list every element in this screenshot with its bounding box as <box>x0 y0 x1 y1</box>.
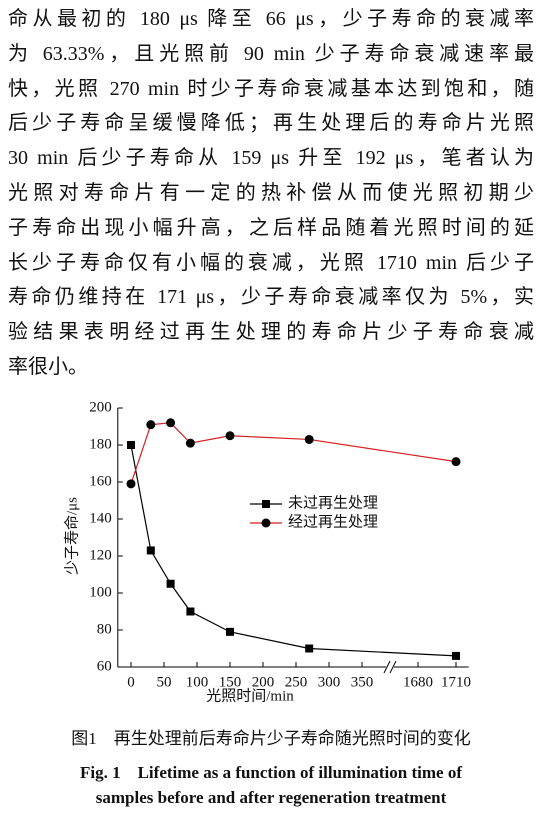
legend-marker <box>262 500 270 508</box>
text-line: 30 min 后少子寿命从 159 μs 升至 192 μs，笔者认为 <box>8 147 534 170</box>
caption-en: samples before and after regeneration tr… <box>95 788 447 807</box>
x-tick-label: 50 <box>157 674 172 690</box>
marker <box>146 420 156 430</box>
x-tick-label: 0 <box>127 674 135 690</box>
text-line: 子寿命出现小幅升高，之后样品随着光照时间的延 <box>8 216 534 239</box>
marker <box>451 457 461 467</box>
axis-break-gap <box>386 663 394 671</box>
y-tick-label: 120 <box>89 547 112 563</box>
y-tick-label: 80 <box>97 621 112 637</box>
y-tick-label: 140 <box>89 510 112 526</box>
x-tick-label: 150 <box>219 674 242 690</box>
text-line: 命从最初的 180 μs 降至 66 μs，少子寿命的衰减率 <box>8 8 534 30</box>
x-tick-label: 300 <box>318 674 341 690</box>
text-line: 光照对寿命片有一定的热补偿从而使光照初期少 <box>8 181 534 204</box>
legend-marker <box>261 518 271 528</box>
series-line <box>130 444 457 657</box>
marker <box>305 644 314 653</box>
text-line: 快，光照 270 min 时少子寿命衰减基本达到饱和，随 <box>8 77 534 100</box>
text-line: 后少子寿命呈缓慢降低；再生处理后的寿命片光照 <box>8 112 534 135</box>
caption-en: Fig. 1 Lifetime as a function of illumin… <box>79 763 462 782</box>
text-line: 寿命仍维持在 171 μs，少子寿命衰减率仅为 5%，实 <box>8 286 534 309</box>
y-tick-label: 180 <box>89 436 112 452</box>
marker <box>126 479 136 489</box>
marker <box>127 441 135 449</box>
x-tick-label: 100 <box>186 674 209 690</box>
legend-label: 经过再生处理 <box>288 513 378 530</box>
x-tick-label: 250 <box>285 674 308 690</box>
series-line <box>130 422 457 485</box>
marker <box>146 546 155 555</box>
text-line: 长少子寿命仅有小幅的衰减，光照 1710 min 后少子 <box>8 251 534 274</box>
marker <box>452 651 460 660</box>
text-line: 为 63.33%，且光照前 90 min 少子寿命衰减速率最 <box>8 42 534 65</box>
paragraph: 命从最初的 180 μs 降至 66 μs，少子寿命的衰减率为 63.33%，且… <box>8 2 534 385</box>
caption-cn: 图1 再生处理前后寿命片少子寿命随光照时间的变化 <box>71 729 471 748</box>
marker <box>225 431 235 441</box>
marker <box>304 434 314 444</box>
text-line: 率很小。 <box>8 355 88 378</box>
y-axis-label: 少子寿命/μs <box>62 497 80 575</box>
axis-break <box>389 660 397 674</box>
x-tick-label: 350 <box>351 674 374 690</box>
x-tick-label: 1710 <box>441 674 471 690</box>
marker <box>166 418 176 428</box>
marker <box>185 438 195 448</box>
y-tick-label: 160 <box>89 473 112 489</box>
marker <box>226 627 234 636</box>
text-line: 验结果表明经过再生处理的寿命片少子寿命衰减 <box>8 321 534 344</box>
marker <box>186 607 195 616</box>
y-tick-label: 60 <box>97 658 112 674</box>
x-tick-label: 1680 <box>403 674 433 690</box>
marker <box>166 579 175 588</box>
x-axis-label: 光照时间/min <box>206 687 294 704</box>
y-tick-label: 200 <box>89 399 112 415</box>
y-tick-label: 100 <box>89 584 112 600</box>
x-tick-label: 200 <box>252 674 275 690</box>
legend-label: 未过再生处理 <box>288 494 378 511</box>
axis-break <box>383 660 391 674</box>
